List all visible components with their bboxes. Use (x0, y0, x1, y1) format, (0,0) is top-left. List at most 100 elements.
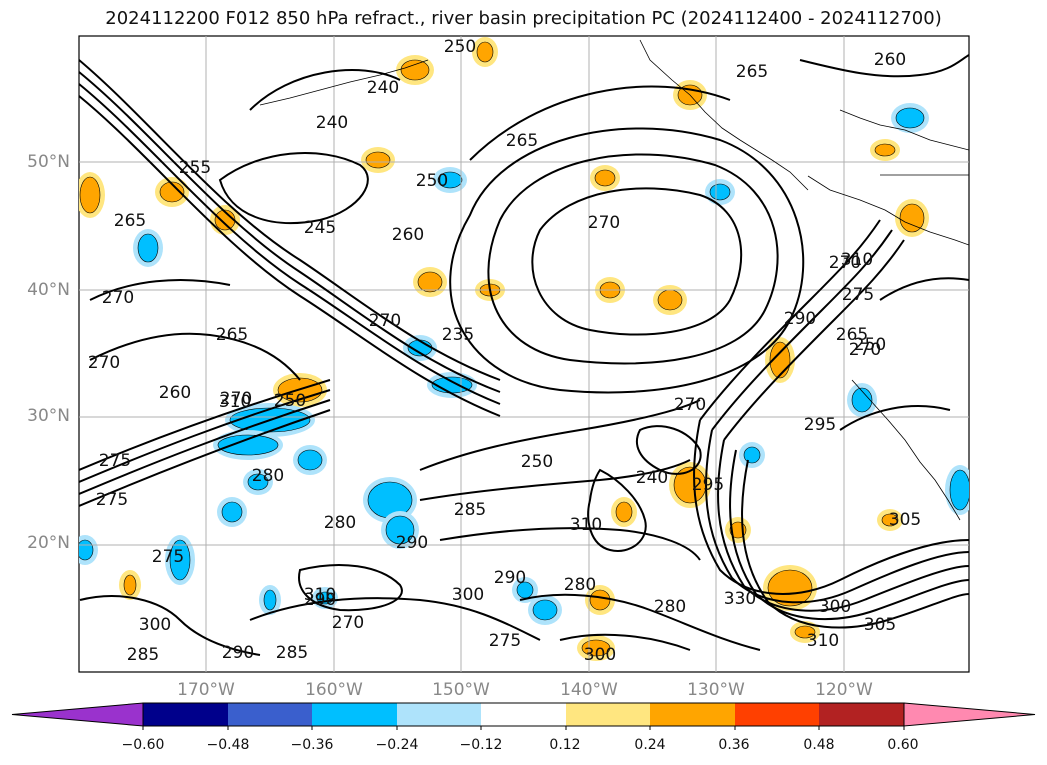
contour-label: 265 (216, 325, 248, 345)
contour-label: 270 (220, 389, 252, 409)
refractivity-contour (439, 527, 701, 561)
precip-patch (899, 203, 925, 233)
colorbar-swatch (228, 703, 312, 726)
precip-patch (594, 169, 616, 187)
colorbar-swatch (819, 703, 904, 726)
lon-label-170w: 170°W (177, 680, 235, 700)
colorbar-tick-2: −0.36 (290, 737, 334, 753)
contour-label: 265 (736, 62, 768, 82)
contour-label: 295 (692, 475, 724, 495)
precip-patch (159, 181, 185, 203)
precip-patch (417, 271, 443, 293)
contour-label: 245 (304, 218, 336, 238)
contour-label: 310 (841, 250, 873, 270)
contour-label: 310 (570, 515, 602, 535)
precip-patch (365, 151, 391, 169)
colorbar-outline (142, 702, 905, 727)
refractivity-contour (705, 429, 969, 604)
precip-patch (767, 569, 813, 607)
colorbar-swatch (735, 703, 819, 726)
contour-label: 300 (819, 597, 851, 617)
precip-patch (615, 501, 633, 523)
precip-patch (169, 539, 191, 581)
contour-label: 290 (784, 309, 816, 329)
contour-label: 275 (842, 285, 874, 305)
contour-label: 240 (636, 468, 668, 488)
precip-patch (874, 143, 896, 157)
refractivity-contour (298, 564, 403, 612)
lon-label-120w: 120°W (815, 680, 873, 700)
precip-patch (79, 539, 94, 561)
precip-patch (400, 59, 430, 81)
lon-label-140w: 140°W (560, 680, 618, 700)
coastline-segment (807, 175, 969, 246)
precip-patch (709, 183, 731, 201)
colorbar-swatch (481, 703, 566, 726)
lat-label-30n: 30°N (27, 406, 70, 426)
contour-label: 260 (159, 383, 191, 403)
contour-label: 250 (444, 37, 476, 57)
precip-patch (476, 41, 494, 63)
refractivity-contour (419, 399, 701, 471)
refractivity-contour (79, 399, 331, 495)
contour-label: 285 (454, 500, 486, 520)
contour-label: 290 (304, 590, 336, 610)
refractivity-contour (89, 279, 231, 301)
contour-label: 275 (152, 547, 184, 567)
precip-patch (532, 599, 558, 621)
contour-label: 250 (416, 171, 448, 191)
colorbar-tick-5: 0.12 (549, 737, 581, 753)
refractivity-contour (723, 239, 905, 441)
contour-label: 240 (316, 113, 348, 133)
precip-patch (881, 513, 899, 527)
precip-patch (437, 171, 463, 189)
contour-label: 310 (807, 631, 839, 651)
refractivity-contour (79, 71, 501, 393)
colorbar-tick-4: −0.12 (459, 737, 503, 753)
contour-label: 270 (588, 213, 620, 233)
colorbar-swatch (143, 703, 228, 726)
contour-label: 265 (836, 325, 868, 345)
contour-label: 330 (724, 589, 756, 609)
contour-label: 280 (324, 513, 356, 533)
refractivity-contour (79, 379, 331, 471)
contour-label: 290 (396, 533, 428, 553)
contour-label: 305 (889, 510, 921, 530)
contour-label: 285 (127, 645, 159, 665)
contour-label: 250 (521, 452, 553, 472)
refractivity-contour (741, 459, 969, 629)
refractivity-contour (469, 85, 731, 161)
contour-label: 270 (369, 311, 401, 331)
coastline-segment (839, 109, 969, 151)
refractivity-contour (693, 419, 969, 595)
precip-patch (657, 289, 683, 311)
colorbar-swatch (650, 703, 735, 726)
refractivity-contour (799, 54, 969, 78)
precip-patch (123, 574, 137, 596)
contour-label: 240 (367, 78, 399, 98)
colorbar-swatch (312, 703, 397, 726)
precip-patch (137, 233, 159, 263)
contour-label: 275 (96, 490, 128, 510)
lat-label-20n: 20°N (27, 533, 70, 553)
precip-patch (217, 434, 279, 456)
refractivity-contour (879, 277, 969, 301)
precip-patch (851, 387, 873, 413)
colorbar-tick-1: −0.48 (206, 737, 250, 753)
precip-patch (743, 446, 761, 464)
colorbar-swatch (566, 703, 650, 726)
contour-label: 270 (674, 395, 706, 415)
precip-patch (247, 473, 269, 491)
chart-title: 2024112200 F012 850 hPa refract., river … (105, 8, 942, 29)
contour-label: 270 (829, 253, 861, 273)
contour-label: 310 (219, 392, 251, 412)
contour-label: 290 (494, 568, 526, 588)
refractivity-contour (218, 152, 369, 224)
precip-patch (794, 625, 816, 639)
contour-label: 250 (854, 335, 886, 355)
refractivity-contour (587, 468, 647, 552)
lon-label-130w: 130°W (687, 680, 745, 700)
coastline-segment (639, 39, 809, 191)
colorbar-tick-0: −0.60 (121, 737, 165, 753)
